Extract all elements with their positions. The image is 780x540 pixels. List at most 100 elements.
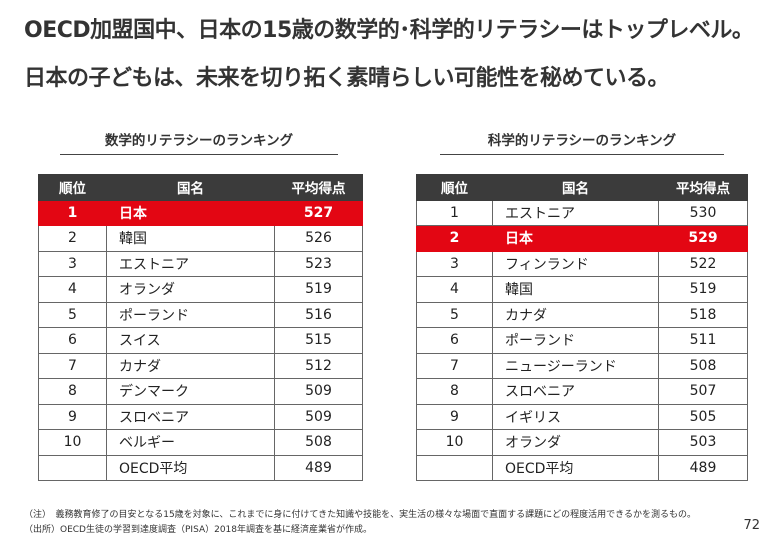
rank-cell: 4 bbox=[416, 276, 493, 303]
country-cell: カナダ bbox=[106, 352, 275, 379]
table-row: OECD平均 489 bbox=[416, 454, 748, 481]
rank-cell: 7 bbox=[416, 352, 493, 379]
score-cell: 519 bbox=[658, 276, 748, 303]
table-row: 7 ニュージーランド 508 bbox=[416, 352, 748, 379]
table-row: 5 ポーランド 516 bbox=[38, 301, 363, 328]
score-cell: 489 bbox=[658, 454, 748, 481]
country-cell: スロベニア bbox=[492, 378, 659, 405]
math-ranking-title: 数学的リテラシーのランキング bbox=[60, 132, 338, 155]
table-header-row: 順位 国名 平均得点 bbox=[38, 174, 363, 201]
country-cell: エストニア bbox=[492, 199, 659, 226]
country-cell: ポーランド bbox=[492, 327, 659, 354]
science-ranking-title: 科学的リテラシーのランキング bbox=[440, 132, 724, 155]
table-row: 1 エストニア 530 bbox=[416, 199, 748, 226]
table-row: 9 イギリス 505 bbox=[416, 403, 748, 430]
rank-cell bbox=[416, 454, 493, 481]
country-cell: 韓国 bbox=[492, 276, 659, 303]
country-cell: デンマーク bbox=[106, 378, 275, 405]
table-row: 2 韓国 526 bbox=[38, 225, 363, 252]
score-cell: 518 bbox=[658, 301, 748, 328]
rank-cell: 6 bbox=[38, 327, 107, 354]
country-cell: ベルギー bbox=[106, 429, 275, 456]
rank-cell: 9 bbox=[416, 403, 493, 430]
table-row: 9 スロベニア 509 bbox=[38, 403, 363, 430]
country-cell: 日本 bbox=[106, 199, 275, 226]
rank-cell: 1 bbox=[416, 199, 493, 226]
table-row: 6 ポーランド 511 bbox=[416, 327, 748, 354]
rank-cell: 2 bbox=[416, 225, 493, 252]
score-cell: 515 bbox=[274, 327, 363, 354]
table-row: 3 エストニア 523 bbox=[38, 250, 363, 277]
rank-cell: 5 bbox=[416, 301, 493, 328]
footnote-source: （出所）OECD生徒の学習到達度調査（PISA）2018年調査を基に経済産業省が… bbox=[24, 525, 373, 535]
country-cell: ポーランド bbox=[106, 301, 275, 328]
score-cell: 516 bbox=[274, 301, 363, 328]
header-country: 国名 bbox=[492, 174, 659, 201]
rank-cell: 8 bbox=[38, 378, 107, 405]
country-cell: オランダ bbox=[492, 429, 659, 456]
table-header-row: 順位 国名 平均得点 bbox=[416, 174, 748, 201]
math-ranking-table: 順位 国名 平均得点 1 日本 527 2 韓国 526 3 エストニア 523 4 オランダ 519… bbox=[38, 174, 363, 481]
table-row: 4 韓国 519 bbox=[416, 276, 748, 303]
header-score: 平均得点 bbox=[658, 174, 748, 201]
table-row: 10 オランダ 503 bbox=[416, 429, 748, 456]
score-cell: 519 bbox=[274, 276, 363, 303]
rank-cell: 3 bbox=[416, 250, 493, 277]
score-cell: 530 bbox=[658, 199, 748, 226]
rank-cell: 6 bbox=[416, 327, 493, 354]
rank-cell bbox=[38, 454, 107, 481]
table-row: 6 スイス 515 bbox=[38, 327, 363, 354]
rank-cell: 7 bbox=[38, 352, 107, 379]
science-ranking-table: 順位 国名 平均得点 1 エストニア 530 2 日本 529 3 フィンランド 522 4 韓国 5… bbox=[416, 174, 748, 481]
header-score: 平均得点 bbox=[274, 174, 363, 201]
country-cell: イギリス bbox=[492, 403, 659, 430]
score-cell: 508 bbox=[274, 429, 363, 456]
country-cell: OECD平均 bbox=[492, 454, 659, 481]
rank-cell: 5 bbox=[38, 301, 107, 328]
table-row: 10 ベルギー 508 bbox=[38, 429, 363, 456]
rank-cell: 4 bbox=[38, 276, 107, 303]
score-cell: 503 bbox=[658, 429, 748, 456]
country-cell: ニュージーランド bbox=[492, 352, 659, 379]
country-cell: OECD平均 bbox=[106, 454, 275, 481]
rank-cell: 8 bbox=[416, 378, 493, 405]
score-cell: 508 bbox=[658, 352, 748, 379]
score-cell: 512 bbox=[274, 352, 363, 379]
score-cell: 509 bbox=[274, 403, 363, 430]
table-row: 8 スロベニア 507 bbox=[416, 378, 748, 405]
score-cell: 526 bbox=[274, 225, 363, 252]
rank-cell: 1 bbox=[38, 199, 107, 226]
country-cell: オランダ bbox=[106, 276, 275, 303]
page-number: 72 bbox=[743, 518, 760, 533]
headline-line-1: OECD加盟国中、日本の15歳の数学的･科学的リテラシーはトップレベル。 bbox=[24, 18, 754, 43]
table-row: 7 カナダ 512 bbox=[38, 352, 363, 379]
country-cell: 韓国 bbox=[106, 225, 275, 252]
rank-cell: 10 bbox=[416, 429, 493, 456]
headline-line-2: 日本の子どもは、未来を切り拓く素晴らしい可能性を秘めている。 bbox=[24, 66, 670, 91]
rank-cell: 10 bbox=[38, 429, 107, 456]
rank-cell: 3 bbox=[38, 250, 107, 277]
table-row: 2 日本 529 bbox=[416, 225, 748, 252]
header-rank: 順位 bbox=[38, 174, 107, 201]
country-cell: カナダ bbox=[492, 301, 659, 328]
table-row: OECD平均 489 bbox=[38, 454, 363, 481]
score-cell: 529 bbox=[658, 225, 748, 252]
country-cell: フィンランド bbox=[492, 250, 659, 277]
footnotes: （注） 義務教育修了の目安となる15歳を対象に、これまでに身に付けてきた知識や技… bbox=[24, 508, 696, 538]
score-cell: 527 bbox=[274, 199, 363, 226]
score-cell: 489 bbox=[274, 454, 363, 481]
score-cell: 505 bbox=[658, 403, 748, 430]
table-row: 1 日本 527 bbox=[38, 199, 363, 226]
country-cell: 日本 bbox=[492, 225, 659, 252]
country-cell: エストニア bbox=[106, 250, 275, 277]
table-row: 8 デンマーク 509 bbox=[38, 378, 363, 405]
score-cell: 522 bbox=[658, 250, 748, 277]
rank-cell: 2 bbox=[38, 225, 107, 252]
table-row: 4 オランダ 519 bbox=[38, 276, 363, 303]
country-cell: スロベニア bbox=[106, 403, 275, 430]
score-cell: 523 bbox=[274, 250, 363, 277]
header-country: 国名 bbox=[106, 174, 275, 201]
footnote-note: （注） 義務教育修了の目安となる15歳を対象に、これまでに身に付けてきた知識や技… bbox=[24, 510, 696, 520]
table-row: 3 フィンランド 522 bbox=[416, 250, 748, 277]
table-row: 5 カナダ 518 bbox=[416, 301, 748, 328]
